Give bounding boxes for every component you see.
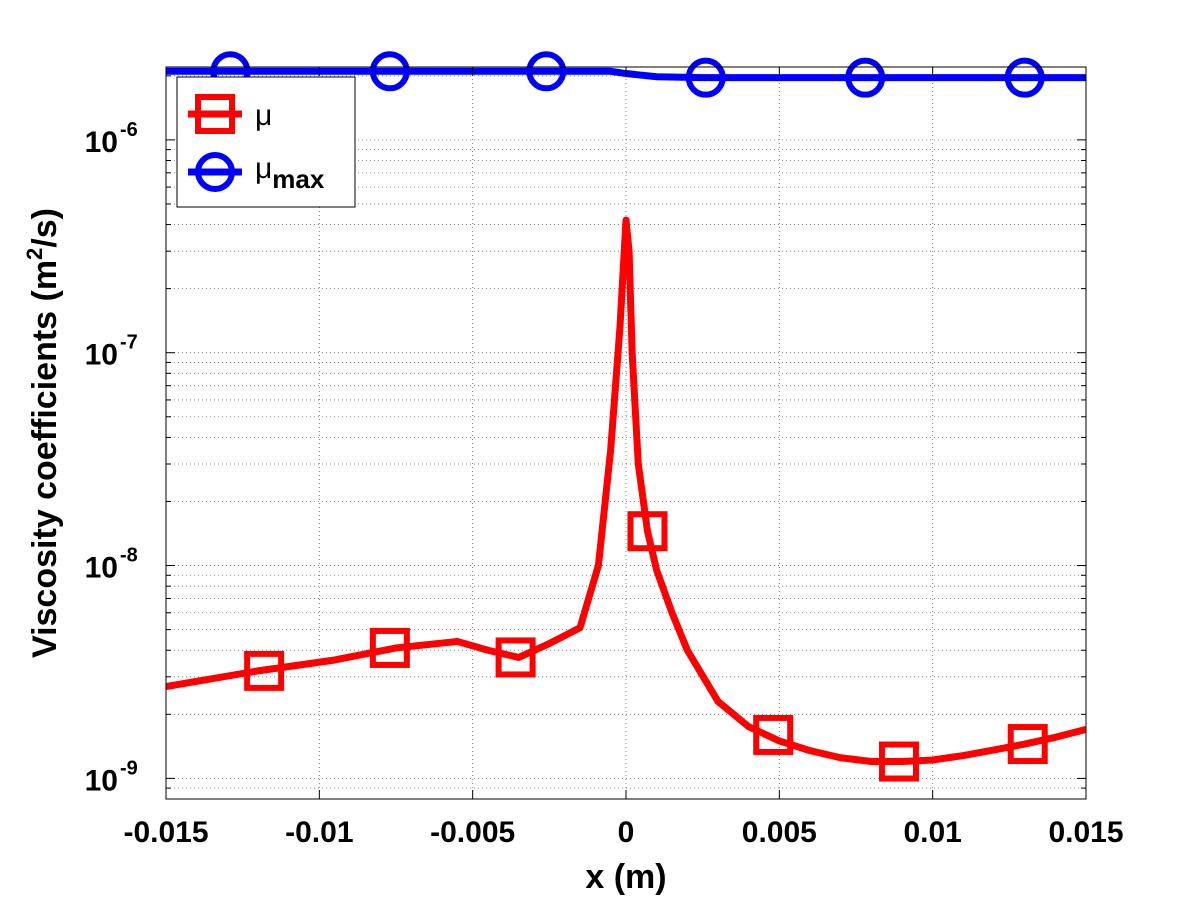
y-tick-label-base: 10: [85, 126, 118, 159]
y-tick-label-exponent: -6: [120, 119, 138, 141]
circle-marker: [526, 51, 567, 92]
square-marker: [369, 627, 410, 668]
circle-marker: [369, 51, 410, 92]
legend-circle-marker: [195, 152, 235, 192]
y-tick-label: 10: [85, 552, 118, 585]
series-mu: [166, 216, 1086, 782]
square-marker: [1007, 724, 1048, 765]
circle-marker: [1004, 57, 1045, 98]
y-tick-label: 10: [85, 126, 118, 159]
circle-marker: [685, 57, 726, 98]
legend-label-mu-max: μmax: [255, 152, 325, 194]
x-tick-label: 0.01: [903, 816, 961, 849]
y-tick-label-base: 10: [85, 764, 118, 797]
y-tick-label: 10: [85, 764, 118, 797]
legend: μ μmax: [176, 76, 356, 208]
y-axis-title: Viscosity coefficients (m2/s): [22, 208, 64, 658]
y-tick-label-exponent: -9: [120, 757, 138, 779]
x-axis-title: x (m): [585, 858, 666, 896]
square-marker: [244, 650, 285, 691]
legend-label-mu-max-subscript: max: [272, 164, 325, 194]
y-axis: 10-910-810-710-6: [85, 75, 1086, 800]
legend-entry-mu: μ: [188, 94, 272, 134]
legend-square-marker: [195, 94, 235, 134]
y-tick-label-base: 10: [85, 552, 118, 585]
x-tick-label: 0.015: [1048, 816, 1123, 849]
legend-entry-mu-max: μmax: [188, 152, 325, 194]
square-marker: [753, 714, 794, 755]
x-tick-label: 0.005: [742, 816, 817, 849]
square-marker: [878, 741, 919, 782]
circle-marker: [845, 57, 886, 98]
x-tick-label: -0.005: [430, 816, 515, 849]
square-marker: [495, 637, 536, 678]
y-axis-title-superscript: 2: [22, 248, 47, 260]
x-tick-label: 0: [618, 816, 635, 849]
legend-label-mu: μ: [255, 99, 272, 132]
y-tick-label-base: 10: [85, 339, 118, 372]
y-tick-label: 10: [85, 339, 118, 372]
square-marker: [627, 511, 668, 552]
legend-label-mu-max-main: μ: [255, 152, 272, 185]
x-tick-label: -0.015: [123, 816, 208, 849]
x-tick-label: -0.01: [285, 816, 353, 849]
y-axis-title-end: /s): [26, 208, 64, 248]
y-tick-label-exponent: -8: [120, 545, 138, 567]
y-axis-title-main: Viscosity coefficients (m: [26, 260, 64, 658]
x-axis: -0.015 -0.01 -0.005 0 0.005 0.01 0.015: [123, 67, 1124, 849]
y-tick-label-exponent: -7: [120, 332, 138, 354]
